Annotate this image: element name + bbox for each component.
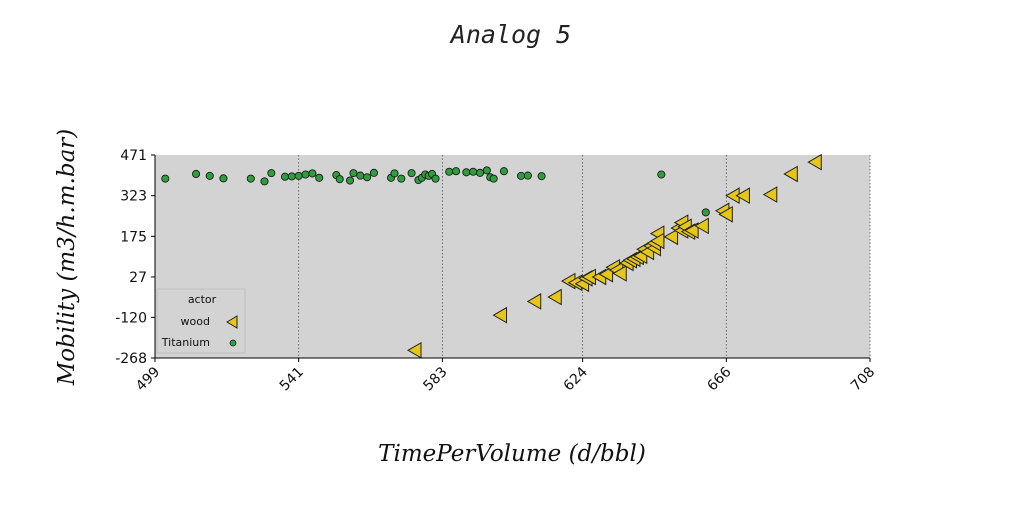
chart-title: Analog 5 bbox=[449, 20, 571, 49]
legend-label-wood: wood bbox=[181, 315, 210, 328]
titanium-point bbox=[701, 208, 710, 217]
titanium-point bbox=[219, 174, 228, 183]
titanium-point bbox=[482, 166, 491, 175]
wood-point bbox=[718, 205, 733, 223]
titanium-point bbox=[308, 169, 317, 178]
titanium-point bbox=[260, 177, 269, 186]
titanium-point bbox=[431, 174, 440, 183]
legend-marker-wood bbox=[226, 315, 238, 329]
x-axis-label: TimePerVolume (d/bbl) bbox=[378, 441, 646, 467]
y-tick-label: -268 bbox=[115, 351, 147, 367]
titanium-point bbox=[452, 167, 461, 176]
x-gridlines bbox=[298, 155, 871, 358]
data-points bbox=[161, 153, 822, 359]
titanium-point bbox=[517, 171, 526, 180]
y-axis-label: Mobility (m3/h.m.bar) bbox=[54, 129, 80, 387]
titanium-point bbox=[280, 172, 290, 181]
y-tick-label: 27 bbox=[129, 270, 147, 286]
wood-point bbox=[598, 265, 614, 283]
titanium-point bbox=[161, 174, 170, 183]
titanium-point bbox=[390, 169, 399, 178]
titanium-point bbox=[246, 174, 255, 183]
titanium-point bbox=[335, 175, 344, 184]
wood-point bbox=[547, 288, 562, 306]
y-tick-label: 323 bbox=[120, 189, 147, 205]
titanium-point bbox=[475, 168, 485, 177]
titanium-point bbox=[345, 176, 355, 185]
x-tick-label: 583 bbox=[420, 364, 450, 394]
wood-point bbox=[649, 232, 665, 250]
legend: actor wood Titanium bbox=[156, 288, 246, 354]
wood-point bbox=[684, 222, 699, 239]
wood-point bbox=[492, 306, 508, 324]
y-tick-label: 175 bbox=[120, 229, 147, 245]
wood-point bbox=[694, 217, 709, 235]
titanium-point bbox=[523, 171, 532, 180]
legend-title: actor bbox=[188, 293, 217, 306]
wood-point bbox=[406, 341, 422, 359]
titanium-point bbox=[205, 171, 214, 180]
x-tick-label: 624 bbox=[561, 364, 591, 394]
titanium-point bbox=[397, 174, 406, 183]
titanium-point bbox=[499, 167, 508, 176]
wood-point bbox=[807, 153, 822, 171]
titanium-point bbox=[657, 170, 666, 179]
x-tick-label: 541 bbox=[277, 364, 307, 394]
titanium-point bbox=[356, 171, 365, 180]
titanium-point bbox=[267, 169, 276, 178]
legend-marker-titanium bbox=[229, 339, 237, 347]
titanium-point bbox=[469, 167, 478, 176]
y-tick-label: -120 bbox=[115, 310, 147, 326]
titanium-point bbox=[445, 167, 454, 176]
plot-area bbox=[155, 155, 870, 358]
wood-point bbox=[783, 165, 798, 183]
wood-point bbox=[735, 187, 750, 205]
wood-point bbox=[526, 293, 542, 310]
legend-label-titanium: Titanium bbox=[161, 336, 210, 349]
x-tick-label: 666 bbox=[704, 364, 734, 394]
y-axis-ticks: 471 323 175 27 -120 -268 bbox=[115, 148, 155, 367]
titanium-point bbox=[489, 174, 498, 183]
wood-point bbox=[762, 186, 778, 203]
titanium-point bbox=[369, 168, 378, 177]
titanium-point bbox=[407, 169, 416, 178]
titanium-point bbox=[349, 169, 358, 178]
titanium-point bbox=[462, 168, 471, 177]
titanium-point bbox=[363, 173, 372, 182]
titanium-point bbox=[301, 170, 310, 179]
y-tick-label: 471 bbox=[120, 148, 147, 164]
titanium-point bbox=[315, 173, 324, 182]
titanium-point bbox=[192, 169, 201, 179]
x-axis-ticks: 499 541 583 624 666 708 bbox=[133, 358, 878, 394]
titanium-point bbox=[287, 172, 296, 181]
titanium-point bbox=[294, 171, 303, 180]
wood-point bbox=[663, 228, 679, 246]
x-tick-label: 708 bbox=[848, 364, 878, 394]
x-tick-label: 499 bbox=[133, 364, 163, 394]
wood-point bbox=[612, 265, 627, 282]
titanium-point bbox=[537, 172, 546, 181]
